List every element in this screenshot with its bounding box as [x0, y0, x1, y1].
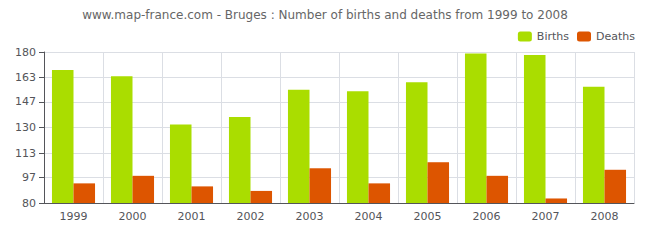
svg-text:2004: 2004 [355, 210, 383, 223]
svg-text:www.map-france.com - Bruges :: www.map-france.com - Bruges : Number of … [82, 8, 568, 22]
svg-text:Deaths: Deaths [596, 30, 635, 43]
svg-text:180: 180 [15, 46, 36, 59]
svg-text:2005: 2005 [414, 210, 442, 223]
svg-text:2008: 2008 [591, 210, 619, 223]
svg-text:2002: 2002 [237, 210, 265, 223]
svg-text:2007: 2007 [532, 210, 560, 223]
svg-text:Births: Births [537, 30, 569, 43]
svg-text:147: 147 [15, 95, 36, 108]
svg-text:2001: 2001 [178, 210, 206, 223]
svg-text:80: 80 [22, 197, 36, 210]
svg-text:2006: 2006 [473, 210, 501, 223]
svg-text:130: 130 [15, 121, 36, 134]
svg-text:2003: 2003 [296, 210, 324, 223]
svg-text:2000: 2000 [119, 210, 147, 223]
svg-text:113: 113 [15, 147, 36, 160]
svg-text:97: 97 [22, 171, 36, 184]
svg-text:163: 163 [15, 71, 36, 84]
svg-text:1999: 1999 [60, 210, 88, 223]
